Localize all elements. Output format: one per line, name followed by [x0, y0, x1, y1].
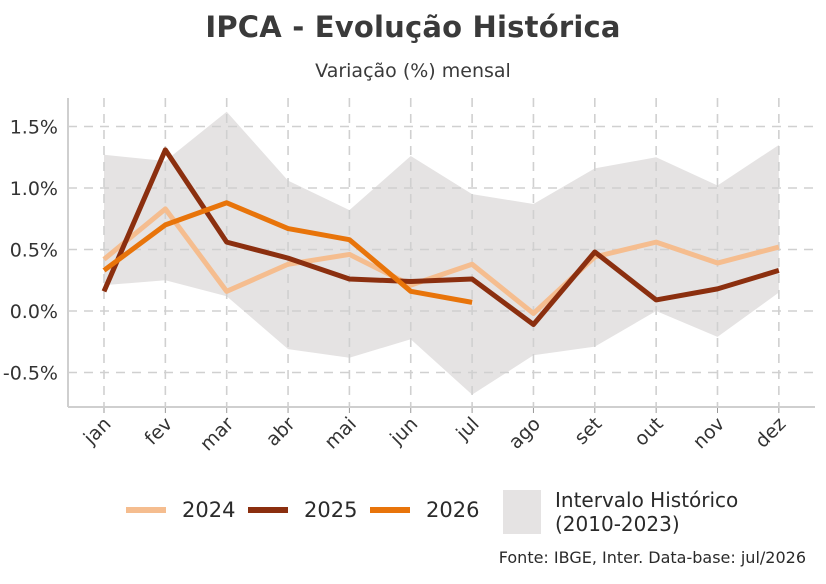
series-line-2026: [102, 200, 473, 305]
chart-title: IPCA - Evolução Histórica: [205, 10, 621, 44]
x-tick-label: jun: [385, 413, 422, 450]
chart-plot: -0.5% 0.0% 0.5% 1.0% 1.5% jan fev mar abr mai jun j…: [3, 98, 815, 456]
y-tick-label: 1.5%: [10, 117, 58, 139]
legend-item-2024: 2024: [126, 498, 235, 522]
legend-label-band: Intervalo Histórico (2010-2023): [555, 488, 738, 536]
series-line-2024: [102, 206, 780, 316]
x-tick-label: out: [630, 413, 668, 451]
legend-swatch-2025: [248, 507, 288, 513]
x-tick-label: mai: [320, 413, 361, 454]
x-tick-label: nov: [689, 413, 729, 453]
historical-band: [104, 111, 779, 395]
x-tick-label: ago: [504, 413, 545, 454]
legend-item-2025: 2025: [248, 498, 357, 522]
band-layer: [104, 111, 779, 395]
y-tick-label: 0.5%: [10, 240, 58, 262]
series-line-2025: [101, 147, 780, 328]
x-tick-label: fev: [140, 413, 177, 450]
y-tick-label: 1.0%: [10, 178, 58, 200]
legend-label-2026: 2026: [426, 498, 480, 522]
source-note: Fonte: IBGE, Inter. Data-base: jul/2026: [498, 548, 806, 567]
legend-band-line1: Intervalo Histórico: [555, 488, 739, 512]
legend-band-line2: (2010-2023): [555, 512, 680, 536]
legend-swatch-2024: [126, 507, 166, 513]
chart-subtitle: Variação (%) mensal: [315, 60, 511, 82]
y-tick-label: -0.5%: [3, 363, 58, 385]
x-tick-label: mar: [196, 413, 239, 456]
legend-swatch-2026: [370, 507, 410, 513]
x-tick-label: dez: [751, 413, 790, 452]
legend: 2024 2025 2026 Intervalo Histórico (2010…: [0, 488, 826, 548]
legend-swatch-band: [503, 490, 541, 534]
axis-layer: [67, 98, 815, 413]
y-tick-label: 0.0%: [10, 301, 58, 323]
grid-layer: [68, 98, 815, 407]
legend-label-2024: 2024: [182, 498, 236, 522]
x-tick-label: set: [570, 413, 606, 449]
x-tick-label: abr: [262, 413, 300, 451]
legend-item-2026: 2026: [370, 498, 479, 522]
x-tick-label: jul: [451, 413, 483, 445]
x-tick-label: jan: [79, 413, 116, 450]
legend-label-2025: 2025: [304, 498, 358, 522]
series-layer: [101, 147, 780, 328]
